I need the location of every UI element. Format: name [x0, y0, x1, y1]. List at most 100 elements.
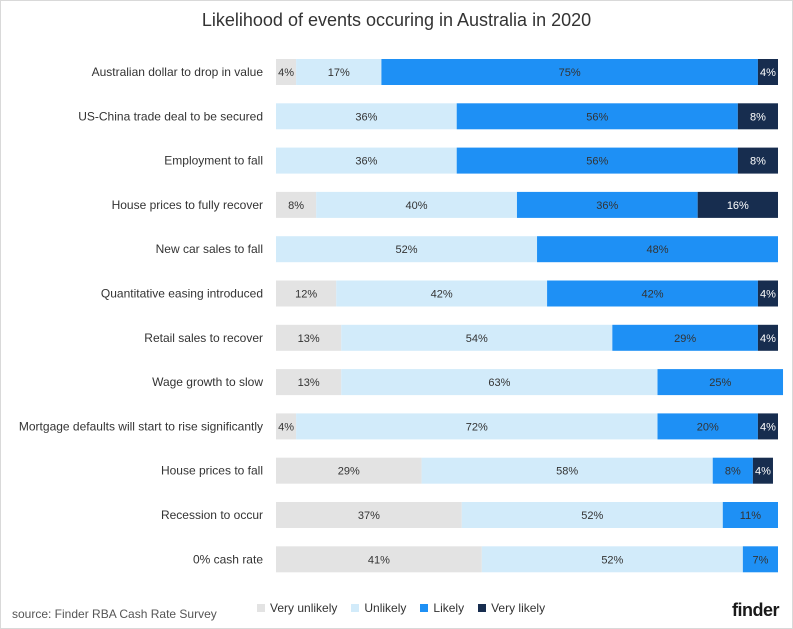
category-label: Recession to occur — [161, 508, 263, 522]
data-label: 29% — [338, 466, 360, 478]
bar-segment — [757, 280, 778, 307]
category-label: 0% cash rate — [193, 552, 263, 566]
legend-item-likely: Likely — [420, 601, 464, 615]
data-label: 37% — [358, 510, 380, 522]
bar-segment — [712, 457, 753, 484]
bar-segment — [276, 59, 297, 85]
bar-segment — [276, 502, 462, 528]
data-label: 72% — [466, 421, 488, 433]
bar-segment — [612, 324, 758, 351]
bar-segment — [456, 147, 738, 174]
data-label: 4% — [760, 289, 776, 301]
data-label: 56% — [586, 111, 608, 123]
bar-segment — [336, 280, 548, 307]
legend-label: Very unlikely — [270, 601, 338, 615]
data-label: 52% — [581, 510, 603, 522]
finder-logo: finder — [731, 600, 780, 620]
data-label: 36% — [355, 156, 377, 168]
category-label: Australian dollar to drop in value — [92, 65, 264, 79]
legend-label: Very likely — [491, 601, 546, 615]
data-label: 13% — [298, 333, 320, 345]
bar-segment — [657, 413, 758, 440]
bar-segment — [757, 324, 778, 351]
data-label: 4% — [278, 421, 294, 433]
category-label: US-China trade deal to be secured — [78, 109, 263, 123]
category-label: Employment to fall — [164, 154, 263, 168]
legend-swatch — [478, 604, 487, 612]
category-label: New car sales to fall — [156, 242, 263, 256]
source-note: source: Finder RBA Cash Rate Survey — [12, 607, 217, 621]
data-label: 36% — [596, 200, 618, 212]
bar-segment — [341, 324, 613, 351]
data-label: 11% — [740, 510, 761, 522]
data-label: 42% — [431, 289, 453, 301]
bar-segment — [276, 413, 297, 440]
bar-segment — [722, 502, 778, 528]
data-label: 75% — [559, 67, 581, 79]
legend-swatch — [351, 604, 360, 612]
data-label: 7% — [752, 554, 768, 566]
bar-segment — [381, 59, 758, 85]
data-label: 20% — [697, 421, 719, 433]
data-label: 16% — [727, 200, 749, 212]
bar-segment — [481, 546, 743, 573]
bar-segment — [697, 191, 778, 218]
bar-segment — [316, 191, 517, 218]
category-label: Wage growth to slow — [152, 375, 263, 389]
data-label: 56% — [586, 156, 608, 168]
data-label: 4% — [760, 333, 776, 345]
bar-segment — [461, 502, 723, 528]
bar-segment — [341, 369, 658, 396]
legend-item-very-unlikely: Very unlikely — [257, 601, 337, 615]
legend-label: Likely — [433, 601, 465, 615]
data-label: 63% — [488, 377, 510, 389]
legend-item-very-likely: Very likely — [478, 601, 545, 615]
bar-segment — [547, 280, 758, 307]
data-label: 8% — [750, 111, 766, 123]
data-label: 52% — [601, 554, 623, 566]
data-label: 8% — [725, 466, 741, 478]
category-label: House prices to fall — [161, 464, 263, 478]
bar-segment — [276, 457, 422, 484]
category-label: Mortgage defaults will start to rise sig… — [19, 419, 263, 433]
legend-swatch — [257, 604, 265, 612]
bar-segment — [296, 59, 382, 85]
bar-segment — [276, 236, 538, 263]
bar-segment — [276, 191, 317, 218]
bar-segment — [296, 413, 658, 440]
category-label: Retail sales to recover — [144, 331, 263, 345]
category-label: House prices to fully recover — [112, 198, 263, 212]
data-label: 58% — [556, 466, 578, 478]
legend-swatch — [420, 604, 429, 612]
bar-segment — [537, 236, 778, 263]
bar-segment — [752, 457, 773, 484]
bar-segment — [737, 147, 778, 174]
data-label: 29% — [674, 333, 696, 345]
data-label: 8% — [750, 156, 766, 168]
data-label: 13% — [298, 377, 320, 389]
bar-segment — [516, 191, 698, 218]
bar-segment — [742, 546, 778, 573]
data-label: 8% — [288, 200, 304, 212]
data-label: 4% — [755, 466, 771, 478]
data-label: 4% — [278, 67, 294, 79]
legend-item-unlikely: Unlikely — [351, 601, 406, 615]
data-label: 42% — [641, 289, 663, 301]
data-label: 48% — [647, 244, 669, 256]
bar-segment — [421, 457, 713, 484]
data-label: 12% — [295, 289, 317, 301]
data-label: 4% — [760, 67, 776, 79]
data-label: 52% — [396, 244, 418, 256]
bar-segment — [276, 103, 457, 130]
bar-segment — [276, 324, 342, 351]
bar-segment — [276, 546, 482, 573]
bar-segment — [757, 59, 778, 85]
data-label: 41% — [368, 554, 390, 566]
data-label: 25% — [709, 377, 731, 389]
data-label: 40% — [406, 200, 428, 212]
bar-segment — [276, 280, 337, 307]
chart-title: Likelihood of events occuring in Austral… — [201, 10, 592, 30]
data-label: 54% — [466, 333, 488, 345]
data-label: 4% — [760, 421, 776, 433]
